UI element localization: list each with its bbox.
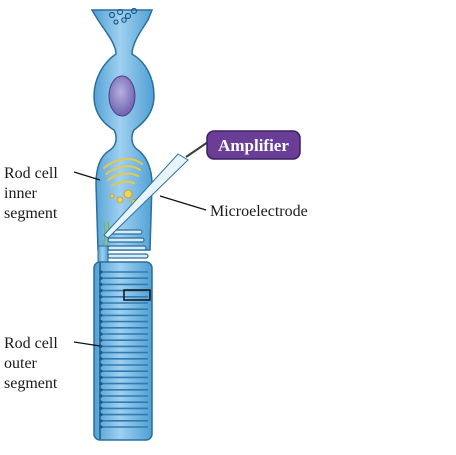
- outer-segment-icon: [93, 261, 153, 441]
- disc-edge: [99, 369, 103, 373]
- disc-edge: [99, 344, 103, 348]
- rod-cell-icon: [90, 7, 155, 259]
- disc-edge: [99, 394, 103, 398]
- synaptic-vesicles: [108, 7, 138, 25]
- golgi-apparatus: [103, 158, 143, 187]
- inner-segment-line-1: Rod cell: [4, 165, 58, 182]
- disc-edge: [99, 326, 103, 330]
- amplifier-label: Amplifier: [218, 136, 289, 155]
- disc-edge: [99, 406, 103, 410]
- outer-segment-line-1: Rod cell: [4, 335, 58, 352]
- disc-edge: [99, 295, 103, 299]
- rod-cell-body: [90, 9, 155, 251]
- outer-segment-body: [93, 261, 153, 441]
- disc-edge: [99, 301, 103, 305]
- disc-edge: [99, 351, 103, 355]
- microelectrode-label: Microelectrode: [210, 203, 308, 220]
- disc-edge: [99, 357, 103, 361]
- disc-edge: [99, 332, 103, 336]
- nucleus-icon: [108, 75, 136, 117]
- outer-segment-discs: [99, 270, 148, 429]
- disc-highlight-box: [123, 289, 151, 301]
- disc-edge: [99, 400, 103, 404]
- disc-edge: [99, 338, 103, 342]
- disc-edge: [99, 313, 103, 317]
- inner-segment-label: Rod cell inner segment: [4, 165, 101, 222]
- disc-edge: [99, 375, 103, 379]
- disc-edge: [99, 270, 103, 274]
- disc-edge: [99, 425, 103, 429]
- disc-edge: [99, 388, 103, 392]
- amplifier-box: Amplifier: [206, 130, 301, 160]
- outer-segment-line-3: segment: [4, 375, 58, 392]
- disc-edge: [99, 363, 103, 367]
- disc-edge: [99, 413, 103, 417]
- disc-edge: [99, 419, 103, 423]
- microelectrode-icon: [103, 141, 209, 239]
- disc-edge: [99, 382, 103, 386]
- connecting-cilium: [97, 229, 149, 269]
- disc-edge: [99, 320, 103, 324]
- disc-edge: [99, 282, 103, 286]
- outer-segment-label: Rod cell outer segment: [4, 335, 101, 392]
- inner-segment-line-2: inner: [4, 185, 38, 202]
- inner-segment-line-3: segment: [4, 205, 58, 222]
- disc-edge: [99, 276, 103, 280]
- microelectrode-leader: [159, 195, 207, 211]
- outer-segment-line-2: outer: [4, 355, 38, 372]
- disc-edge: [99, 289, 103, 293]
- disc-edge: [99, 307, 103, 311]
